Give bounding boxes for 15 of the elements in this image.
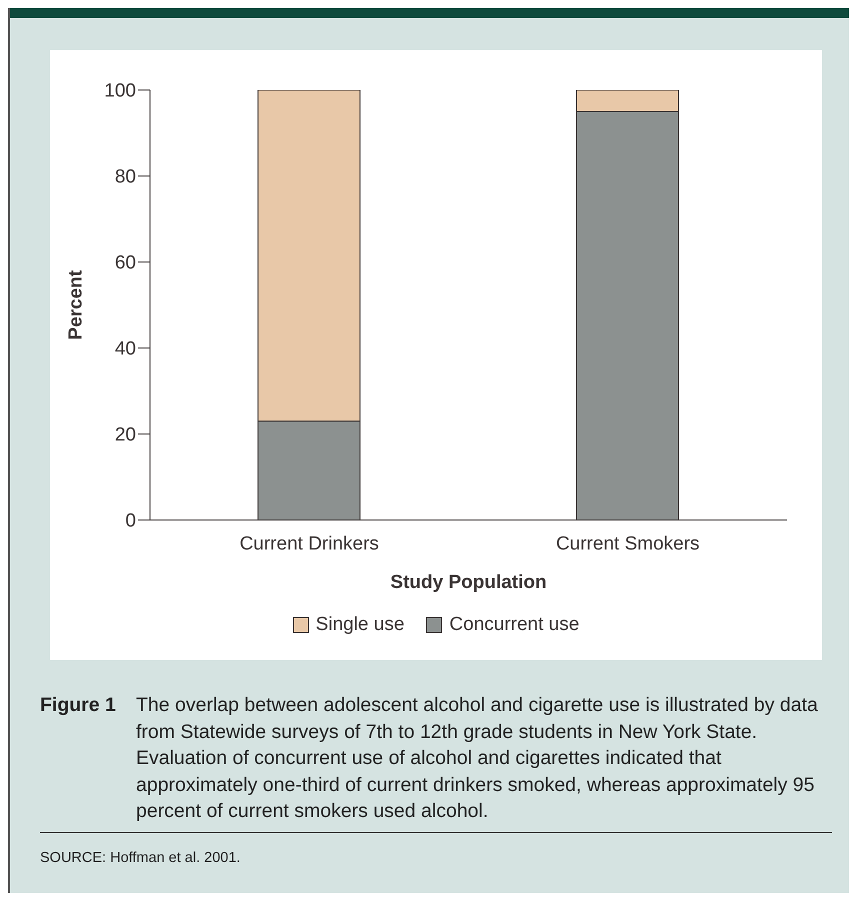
y-axis-title: Percent [66, 269, 87, 340]
x-axis-title: Study Population [390, 572, 547, 593]
x-tick-label: Current Drinkers [240, 533, 379, 554]
text: The overlap between adolescent alcohol and cigarette use is illustrated by data from Statewide surveys of 7th to 12th grade students in New York State. Evaluation of concurrent use of alcohol and cigarettes indicated that approximately one-third of current drinkers smoked, whereas approximately 95 percent of current smokers used alcohol. [136, 693, 819, 824]
y-tick-label: 60 [114, 252, 136, 274]
y-tick-label: 80 [114, 166, 136, 188]
y-tick-label: 0 [125, 510, 136, 532]
y-tick-label: 40 [114, 338, 136, 360]
legend-label: Single use [316, 614, 404, 636]
x-tick-label: Current Smokers [556, 533, 700, 554]
source-note: SOURCE: Hoffman et al. 2001. [40, 850, 240, 866]
y-tick-label: 20 [114, 424, 136, 446]
y-tick-label: 100 [104, 80, 136, 102]
caption: Figure 1 [40, 693, 117, 718]
legend-label: Concurrent use [449, 614, 580, 636]
